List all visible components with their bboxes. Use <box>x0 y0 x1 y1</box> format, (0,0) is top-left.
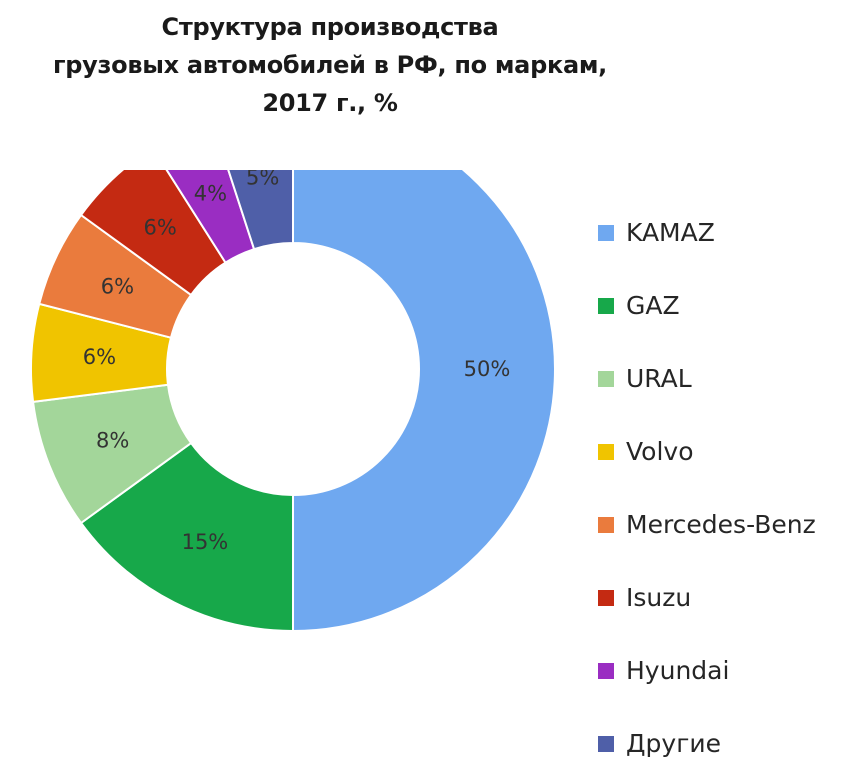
data-label-другие: 5% <box>246 170 279 189</box>
legend-swatch <box>598 297 614 314</box>
legend-label: Другие <box>626 729 721 758</box>
legend: KAMAZ GAZ URAL Volvo Mercedes-Benz Isuzu Hyund… <box>598 196 816 780</box>
legend-item-kamaz: KAMAZ <box>598 196 816 269</box>
legend-swatch <box>598 735 614 752</box>
slice-gaz <box>79 441 294 633</box>
legend-swatch <box>598 370 614 387</box>
legend-item-isuzu: Isuzu <box>598 561 816 634</box>
legend-item-volvo: Volvo <box>598 415 816 488</box>
data-label-ural: 8% <box>96 428 129 452</box>
donut-chart: 50% 15% 8% 6% 6% 6% 4% 5% <box>30 170 556 633</box>
title-line-1: Структура производства <box>161 13 499 41</box>
legend-label: Isuzu <box>626 583 692 612</box>
legend-label: KAMAZ <box>626 218 715 247</box>
data-label-hyundai: 4% <box>194 181 227 205</box>
legend-item-другие: Другие <box>598 707 816 780</box>
legend-item-ural: URAL <box>598 342 816 415</box>
legend-item-gaz: GAZ <box>598 269 816 342</box>
title-line-2: грузовых автомобилей в РФ, по маркам, <box>53 51 607 79</box>
legend-swatch <box>598 589 614 606</box>
slice-другие <box>227 170 294 251</box>
legend-swatch <box>598 224 614 241</box>
data-label-isuzu: 6% <box>144 216 177 240</box>
legend-swatch <box>598 443 614 460</box>
legend-swatch <box>598 662 614 679</box>
legend-label: Volvo <box>626 437 694 466</box>
title-line-3: 2017 г., % <box>262 89 398 117</box>
legend-label: Mercedes-Benz <box>626 510 816 539</box>
data-label-kamaz: 50% <box>464 357 511 381</box>
slice-kamaz <box>292 170 556 633</box>
legend-label: Hyundai <box>626 656 730 685</box>
legend-label: GAZ <box>626 291 680 320</box>
legend-swatch <box>598 516 614 533</box>
legend-item-mercedes-benz: Mercedes-Benz <box>598 488 816 561</box>
data-label-gaz: 15% <box>182 530 229 554</box>
data-label-mercedes-benz: 6% <box>101 274 134 298</box>
legend-label: URAL <box>626 364 692 393</box>
slice-isuzu <box>79 170 227 297</box>
chart-title: Структура производства грузовых автомоби… <box>0 8 660 122</box>
data-label-volvo: 6% <box>83 345 116 369</box>
legend-item-hyundai: Hyundai <box>598 634 816 707</box>
